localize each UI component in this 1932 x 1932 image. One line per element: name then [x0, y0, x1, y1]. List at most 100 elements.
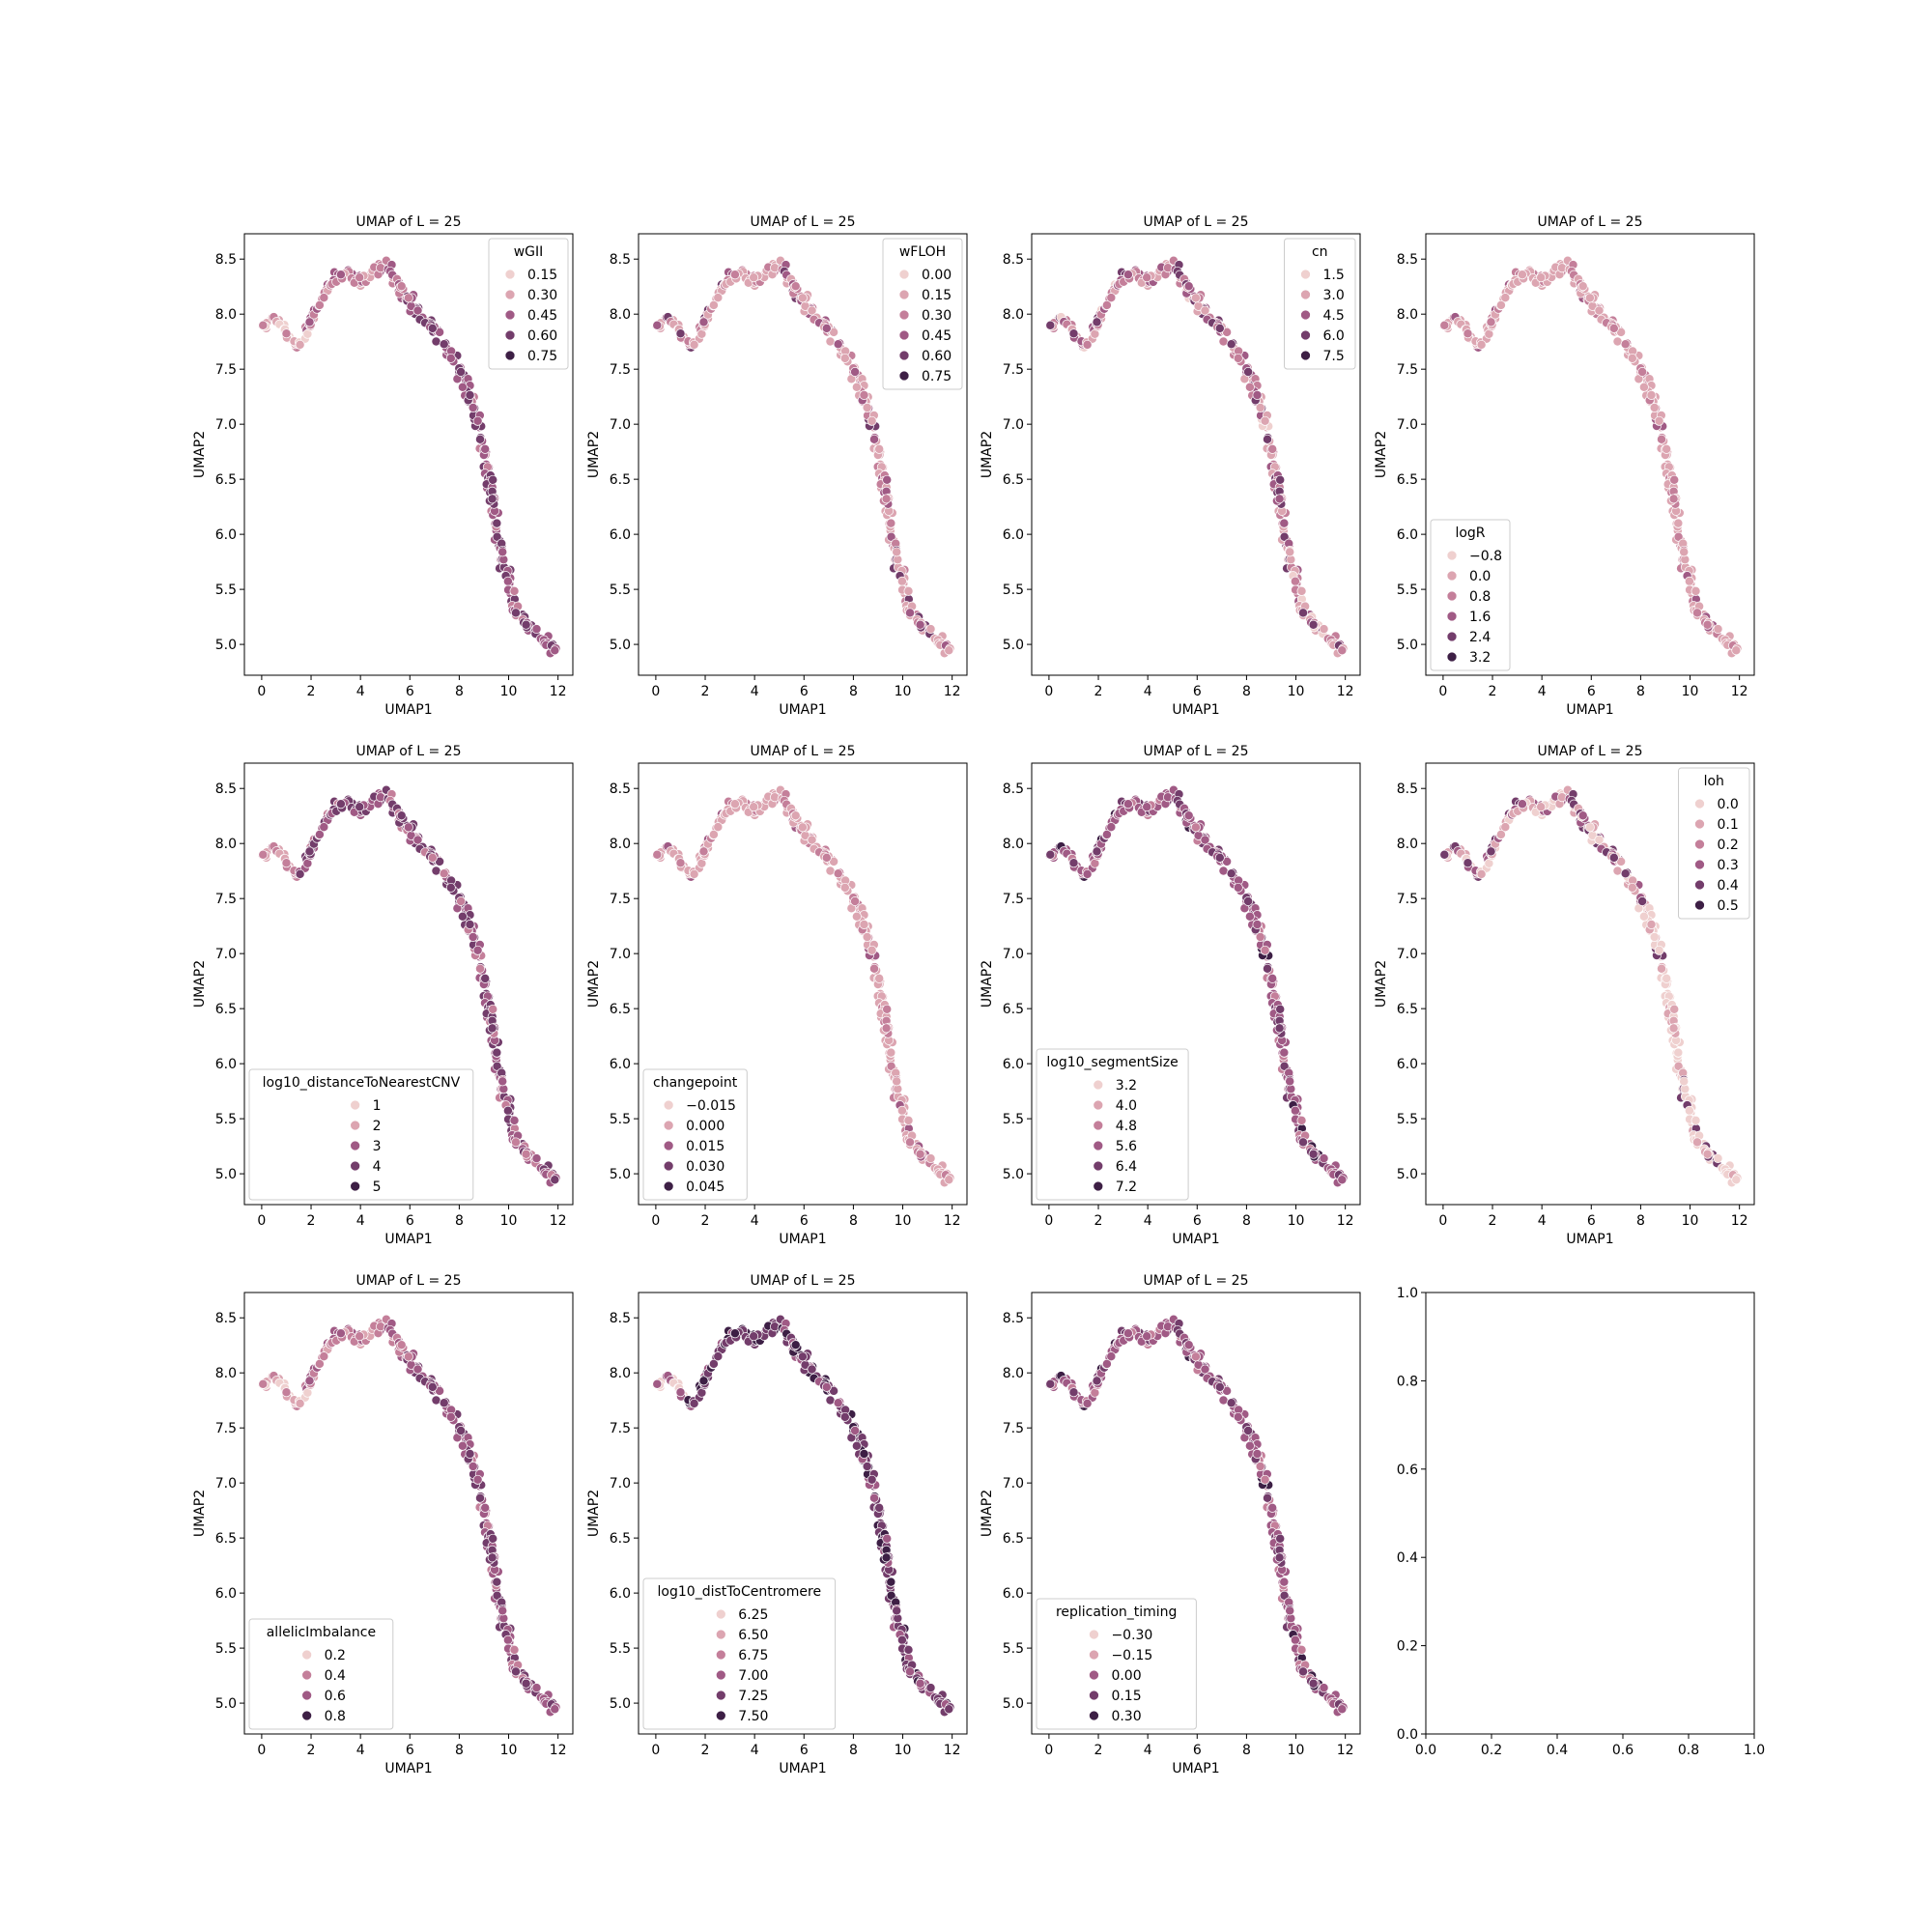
legend: logR −0.8 0.0 0.8 1.6 2.4 3.2: [1430, 519, 1511, 671]
y-tick-label: 8.5: [215, 1311, 237, 1326]
y-tick-label: 5.5: [1397, 1112, 1418, 1127]
scatter-point: [944, 1704, 954, 1715]
axes-frame: [243, 233, 574, 676]
y-tick-label: 7.5: [1003, 1421, 1024, 1436]
y-tick-label: 7.5: [1397, 362, 1418, 378]
scatter-point: [708, 829, 719, 839]
x-tick-label: 8: [849, 1743, 858, 1758]
scatter-point: [319, 1351, 329, 1362]
scatter-point: [1183, 281, 1194, 292]
scatter-point: [797, 822, 808, 833]
x-tick-label: 0: [257, 1743, 266, 1758]
scatter-point: [886, 1061, 896, 1071]
scatter-point: [896, 576, 907, 586]
subplot-title: UMAP of L = 25: [356, 214, 462, 230]
scatter-point: [492, 1047, 502, 1058]
scatter-point: [1296, 585, 1307, 596]
y-tick-label: 6.0: [1003, 1057, 1024, 1072]
legend-marker: [1300, 289, 1311, 300]
y-tick-label: 8.5: [610, 1311, 631, 1326]
legend-entry-label: 6.25: [738, 1607, 768, 1623]
scatter-point: [1275, 1533, 1286, 1544]
scatter-point: [1243, 367, 1254, 377]
legend-entry-label: 0.30: [922, 308, 952, 324]
scatter-point: [807, 305, 817, 316]
scatter-point: [1517, 799, 1527, 810]
legend-marker: [715, 1629, 726, 1640]
legend-entry-label: 0.30: [1111, 1709, 1141, 1724]
scatter-point: [698, 1376, 709, 1386]
x-tick-label: 10: [895, 684, 912, 699]
legend-title: logR: [1455, 526, 1485, 541]
scatter-point: [445, 1411, 456, 1422]
y-tick-label: 5.0: [1397, 638, 1418, 653]
scatter-point: [915, 619, 925, 630]
y-tick-label: 8.0: [1003, 1366, 1024, 1381]
scatter-point: [1142, 802, 1152, 812]
legend-marker: [898, 350, 910, 361]
x-tick-label: 0.2: [1481, 1743, 1502, 1758]
x-tick-label: 8: [1242, 684, 1251, 699]
scatter-point: [304, 317, 315, 327]
scatter-point: [1500, 822, 1511, 833]
subplot-8: UMAP of L = 25 0 2 4 6 8 10 12 5.0 5.5 6.0 6.5 7.0 7.…: [1374, 744, 1755, 1247]
legend-entry-label: −0.8: [1469, 549, 1502, 564]
scatter-point: [749, 1331, 759, 1342]
x-tick-label: 0: [257, 684, 266, 699]
x-axis-label: UMAP1: [1172, 1761, 1219, 1776]
scatter-point: [698, 317, 709, 327]
scatter-point: [550, 1704, 560, 1715]
y-tick-label: 5.0: [610, 1167, 631, 1182]
scatter-point: [729, 799, 740, 810]
scatter-point: [689, 868, 699, 879]
scatter-point: [869, 1492, 879, 1503]
y-tick-label: 6.0: [1003, 527, 1024, 543]
scatter-point: [1252, 390, 1263, 400]
legend-title: log10_distanceToNearestCNV: [263, 1075, 461, 1091]
axes-frame: [1031, 762, 1361, 1206]
scatter-point: [903, 1644, 914, 1655]
x-tick-label: 2: [307, 1743, 316, 1758]
legend-marker: [1694, 818, 1705, 830]
subplot-11: UMAP of L = 25 0 2 4 6 8 10 12 5.0 5.5 6.0 6.5 7.0 7.…: [980, 1273, 1361, 1776]
scatter-point: [258, 320, 269, 330]
scatter-point: [1106, 1351, 1117, 1362]
axes-frame: [638, 233, 968, 676]
axes-frame: [1425, 1292, 1755, 1735]
subplot-title: UMAP of L = 25: [1144, 1273, 1249, 1289]
subplot-12: 0.0 0.2 0.4 0.6 0.8 1.0 0.0 0.2 0.4 0.6 0.8 1.0: [1397, 1286, 1765, 1758]
scatter-point: [355, 1331, 365, 1342]
scatter-point: [1275, 474, 1286, 485]
legend: wFLOH 0.00 0.15 0.30 0.45 0.60 0.75: [882, 238, 963, 390]
y-tick-label: 8.0: [215, 1366, 237, 1381]
y-tick-label: 6.5: [215, 1002, 237, 1017]
legend: replication_timing −0.30 −0.15 0.00 0.15 0.30: [1036, 1598, 1197, 1730]
y-tick-label: 8.5: [1003, 252, 1024, 268]
x-tick-label: 10: [895, 1213, 912, 1229]
scatter-point: [1584, 822, 1595, 833]
scatter-points: [1044, 784, 1349, 1188]
y-tick-label: 8.0: [610, 1366, 631, 1381]
scatter-point: [1536, 802, 1547, 812]
subplot-title: UMAP of L = 25: [356, 744, 462, 759]
y-tick-label: 5.0: [1003, 1167, 1024, 1182]
scatter-point: [1646, 390, 1657, 400]
legend-marker: [350, 1099, 360, 1111]
legend-entry-label: 0.75: [922, 369, 952, 384]
scatter-point: [1218, 866, 1229, 876]
scatter-point: [851, 382, 862, 392]
legend-marker: [1446, 550, 1458, 561]
y-tick-label: 8.0: [215, 837, 237, 852]
scatter-point: [439, 868, 449, 879]
scatter-point: [807, 1364, 817, 1375]
legend-marker: [1446, 570, 1458, 582]
y-tick-label: 5.5: [1003, 582, 1024, 598]
scatter-point: [1279, 518, 1290, 528]
scatter-point: [468, 403, 478, 412]
subplot-3: UMAP of L = 25 0 2 4 6 8 10 12 5.0 5.5 6.0 6.5 7.0 7.…: [980, 214, 1361, 718]
y-axis-label: UMAP2: [192, 1490, 208, 1537]
scatter-point: [1101, 299, 1112, 310]
scatter-point: [850, 367, 861, 377]
y-tick-label: 6.0: [610, 527, 631, 543]
scatter-point: [892, 1076, 902, 1087]
